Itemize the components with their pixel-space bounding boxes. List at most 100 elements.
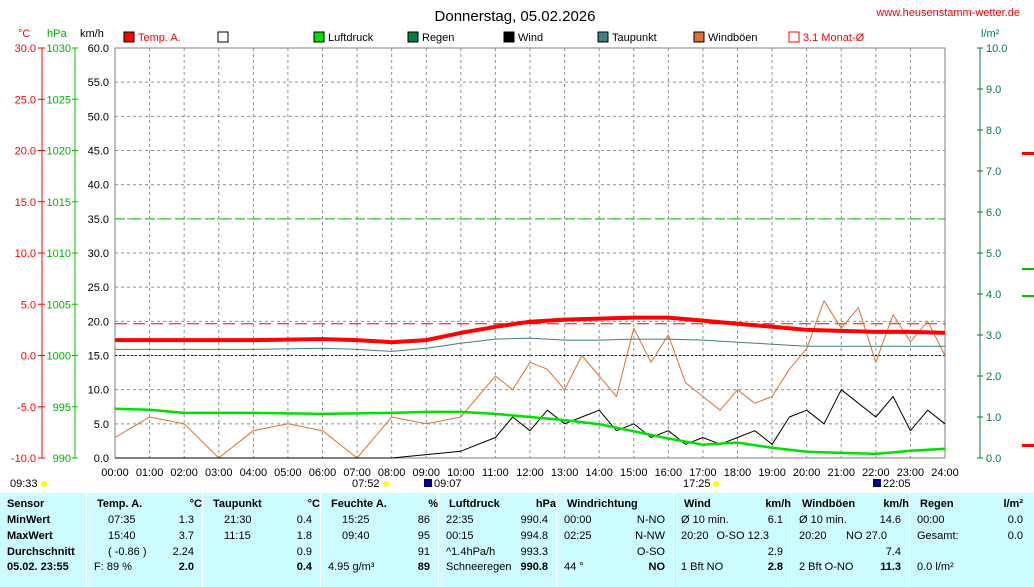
stats-col-separator [320,493,321,587]
stats-time: ( -0.86 ) [108,546,147,558]
moonset-icon [873,479,881,487]
kmh-tick-label: 50.0 [88,111,109,123]
stats-col-unit: °C [307,498,320,510]
stats-col-separator [86,493,87,587]
kmh-tick-label: 40.0 [88,180,109,192]
celsius-tick-label: 30.0 [15,43,36,55]
stats-time: 44 ° [564,561,584,573]
stats-value: 993.3 [520,546,548,558]
sunset-icon [713,481,719,487]
stats-time: 00:00 [564,514,592,526]
side-marker-red [1022,152,1034,155]
stats-value: 89 [417,561,430,573]
stats-time: 00:00 [917,514,945,526]
series-line-wind [115,389,946,459]
hpa-tick-label: 1010 [47,248,71,260]
website-label: www.heusenstamm-wetter.de [875,7,1020,19]
kmh-tick-label: 35.0 [88,214,109,226]
celsius-tick-label: -10.0 [11,453,36,465]
hpa-tick-label: 990 [53,453,71,465]
kmh-unit: km/h [80,28,104,40]
time-tick-label: 12:00 [516,467,544,479]
stats-time: 4.95 g/m³ [328,561,375,573]
stats-value: 2.24 [172,546,194,558]
rain-tick-label: 2.0 [986,371,1001,383]
stats-col-separator [202,493,203,587]
time-tick-label: 11:00 [482,467,509,479]
stats-col-unit: km/h [765,498,791,510]
stats-col-title: Taupunkt [213,498,262,510]
stats-time: 22:35 [446,514,474,526]
celsius-tick-label: 10.0 [15,248,36,260]
stats-col-separator [438,493,439,587]
legend-swatch [217,31,229,43]
stats-time: F: 89 % [94,561,132,573]
stats-time: ^1.4hPa/h [446,546,496,558]
rain-tick-label: 0.0 [986,453,1001,465]
stats-col-title: Feuchte A. [331,498,387,510]
time-marker-left: 09:33 [10,478,38,490]
stats-time: 1 Bft NO [681,561,724,573]
time-tick-label: 10:00 [447,467,475,479]
legend-label: Regen [422,32,454,44]
stats-value: 0.4 [296,514,312,526]
kmh-tick-label: 20.0 [88,316,109,328]
rain-tick-label: 7.0 [986,166,1001,178]
stats-time: 0.0 l/m² [917,561,954,573]
rain-tick-label: 5.0 [986,248,1001,260]
stats-col-title: Luftdruck [449,498,500,510]
sunrise-icon [383,481,389,487]
stats-time: 11:15 [224,530,251,542]
stats-value: 91 [417,546,430,558]
stats-value: 990.4 [520,514,548,526]
series-line-temp-a- [115,315,946,345]
stats-col-separator [909,493,910,587]
stats-value: 7.4 [885,546,901,558]
stats-time: 21:30 [224,514,252,526]
stats-col-title: Temp. A. [97,498,143,510]
legend-swatch [788,31,800,43]
legend-swatch [597,31,609,43]
legend-label: Taupunkt [612,32,657,44]
time-tick-label: 09:00 [412,467,440,479]
stats-row-label: 05.02. 23:55 [7,561,69,573]
kmh-tick-label: 60.0 [88,43,109,55]
chart-title: Donnerstag, 05.02.2026 [435,8,596,25]
celsius-tick-label: 25.0 [15,94,36,106]
stats-value: 0.0 [1007,514,1023,526]
rain-tick-label: 8.0 [986,125,1001,137]
celsius-tick-label: 5.0 [21,299,36,311]
stats-value: O-SO [636,546,665,558]
legend-label: 3.1 Monat-Ø [803,32,865,44]
stats-value: 86 [417,514,430,526]
stats-col-unit: km/h [883,498,909,510]
stats-time: 15:25 [342,514,370,526]
time-tick-label: 01:00 [136,467,164,479]
stats-time: 15:40 [108,530,136,542]
celsius-unit: °C [18,28,30,40]
time-tick-label: 07:00 [343,467,371,479]
stats-col-separator [791,493,792,587]
stats-value: 994.8 [520,530,548,542]
time-tick-label: 17:00 [689,467,717,479]
stats-value: 14.6 [879,514,901,526]
hpa-unit: hPa [47,28,67,40]
legend: Temp. A. Luftdruck Regen Wind Taupunkt Windbö… [123,31,865,44]
stats-row-label: Durchschnitt [7,546,75,558]
stats-time: 02:25 [564,530,592,542]
sun-moon-markers: 09:33 07:52 09:07 17:25 22:05 [10,152,1034,490]
kmh-tick-label: 15.0 [88,351,109,363]
stats-col-title: Wind [684,498,711,510]
rain-tick-label: 9.0 [986,84,1001,96]
sunrise-label: 07:52 [352,478,380,490]
stats-value: 0.9 [296,546,312,558]
time-tick-label: 15:00 [620,467,648,479]
legend-label: Wind [518,32,543,44]
rain-unit: l/m² [981,28,1000,40]
rain-tick-label: 1.0 [986,412,1001,424]
hpa-tick-label: 1025 [47,94,71,106]
stats-time: 2 Bft O-NO [799,561,854,573]
kmh-tick-label: 55.0 [88,77,109,89]
stats-value: 2.0 [178,561,194,573]
stats-value: 1.3 [178,514,194,526]
